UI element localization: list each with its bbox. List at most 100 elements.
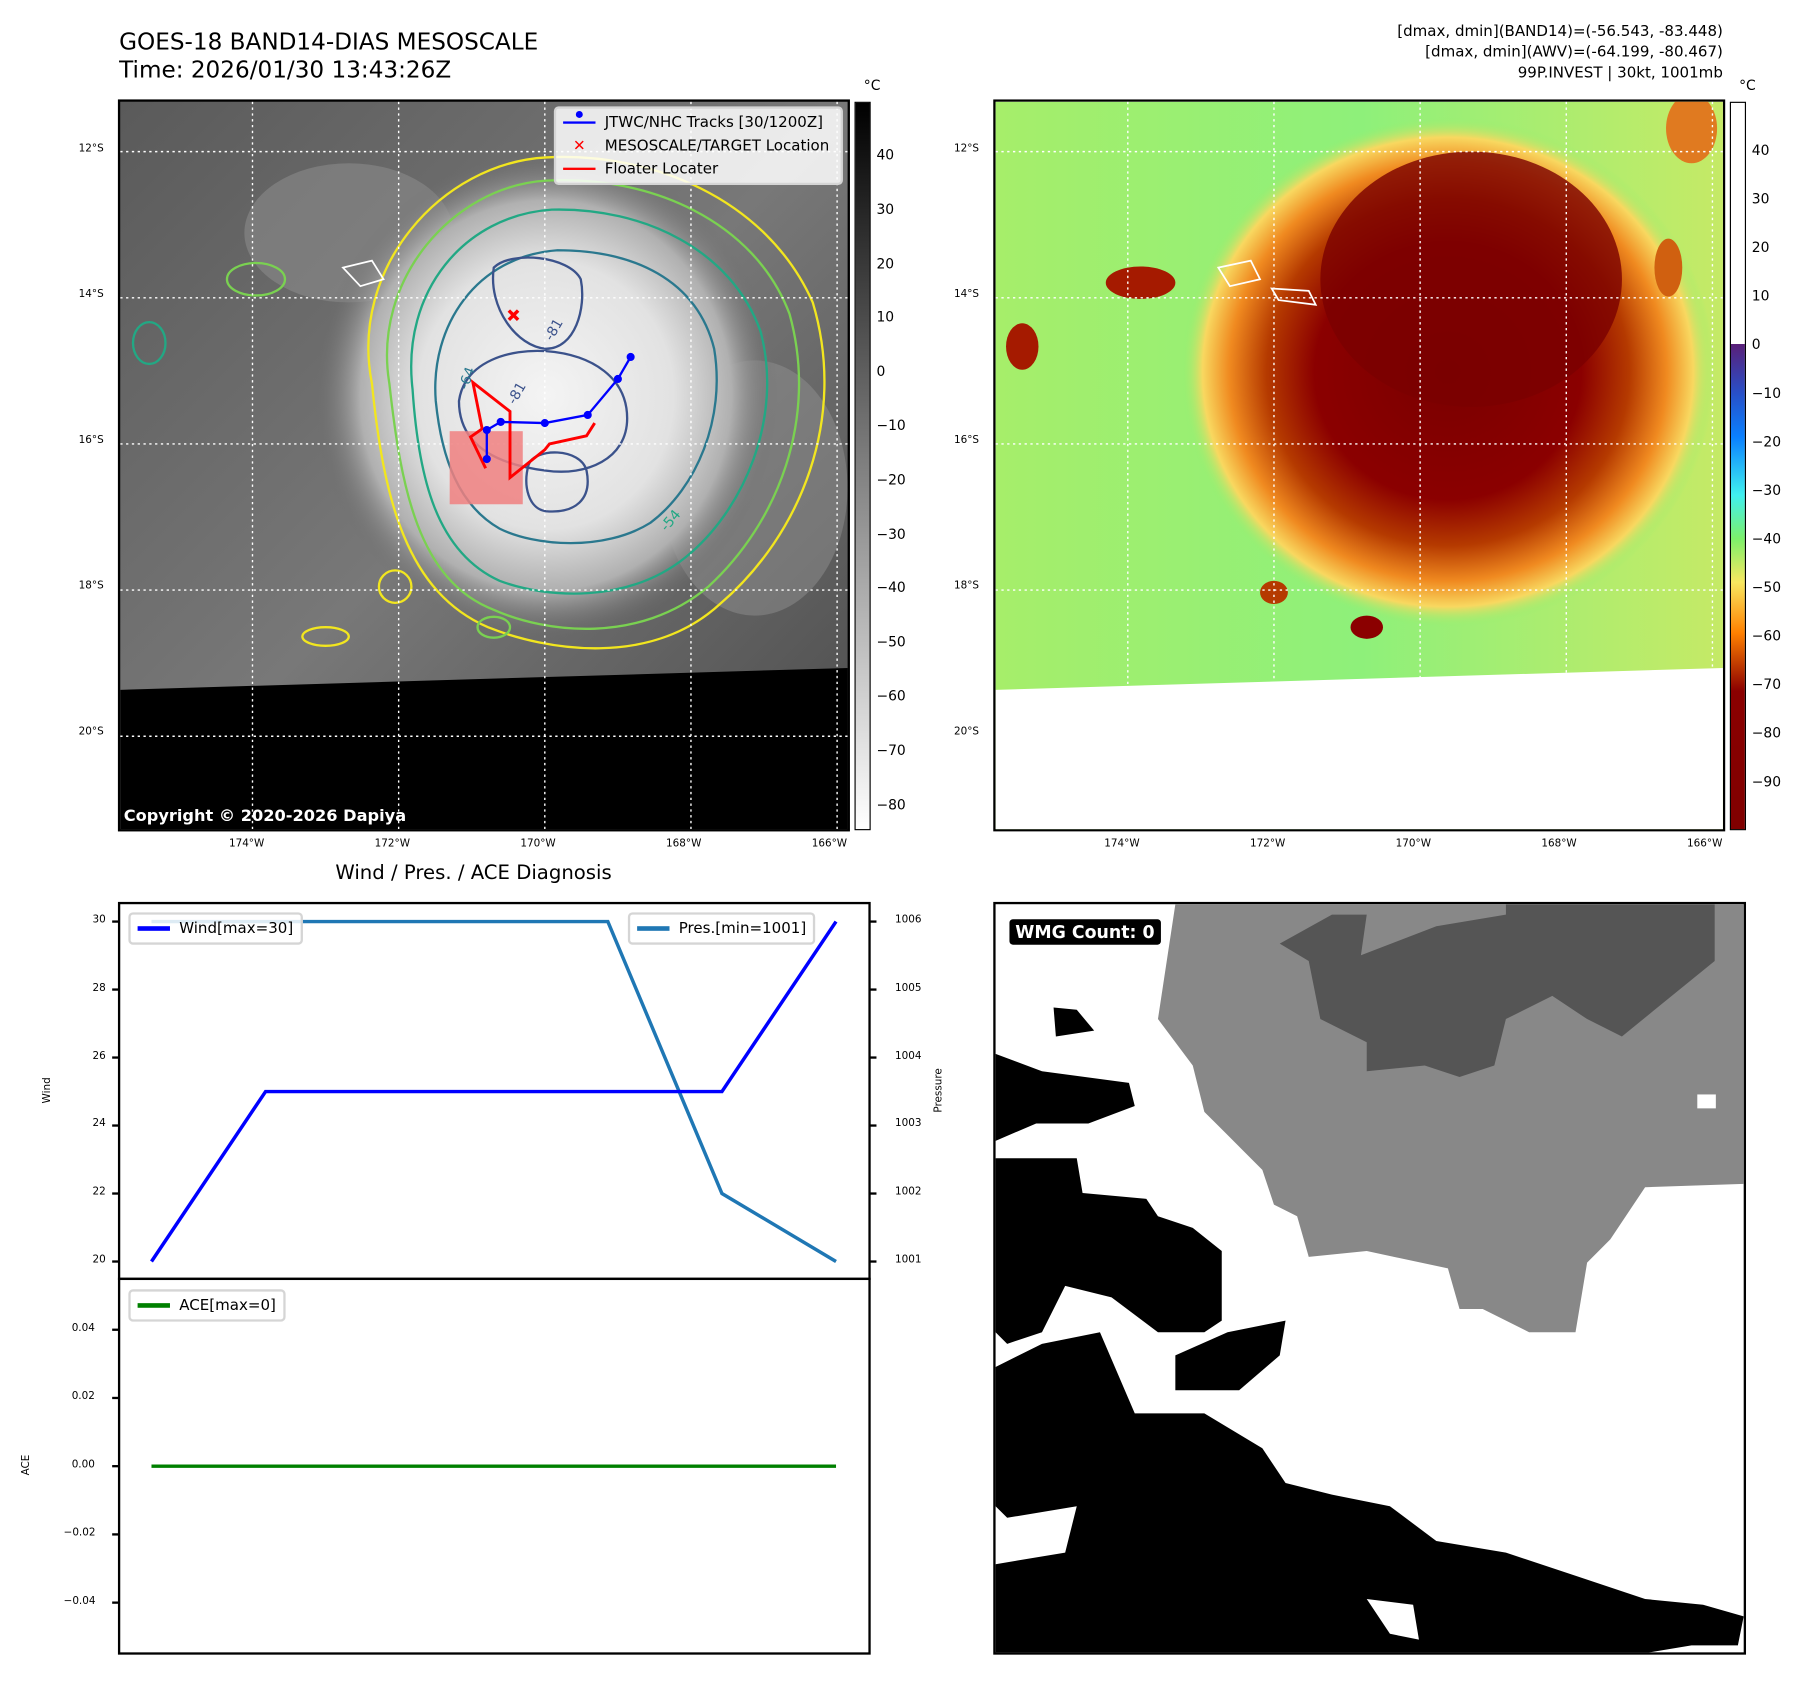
figure-time: Time: 2026/01/30 13:43:26Z: [119, 55, 452, 84]
lat-label-left: 16°S: [78, 434, 104, 447]
ace-tick-label: −0.02: [63, 1527, 96, 1540]
pressure-tick-label: 1001: [894, 1254, 922, 1267]
wind-tick-label: 26: [92, 1050, 106, 1063]
lon-label-left: 174°W: [228, 838, 265, 850]
colorbar-right-tick: 20: [1751, 239, 1770, 256]
colorbar-left-tick: −30: [876, 525, 906, 542]
pressure-legend-label: Pres.[min=1001]: [678, 919, 807, 938]
lon-label-right: 170°W: [1395, 838, 1432, 850]
ir-map[interactable]: -64 -81 -54 -81 Copyright © 2020-2026 Da…: [117, 99, 850, 832]
colorbar-left-tick: −10: [876, 417, 906, 434]
ir-map-image: [120, 101, 848, 830]
colorbar-right-tick: 0: [1751, 336, 1761, 353]
wind-pressure-axes: [117, 901, 871, 1281]
colorbar-left-tick: 10: [876, 309, 895, 326]
legend-tracks-label: JTWC/NHC Tracks [30/1200Z]: [604, 113, 824, 132]
colorbar-left-tick: −40: [876, 579, 906, 596]
colorbar-right-tick: −40: [1751, 530, 1782, 547]
lat-label-left: 20°S: [78, 726, 104, 738]
legend-tracks: JTWC/NHC Tracks [30/1200Z]: [556, 110, 840, 134]
colorbar-left-tick: 20: [876, 255, 895, 272]
colorbar-left-tick: 30: [876, 200, 895, 218]
lon-label-left: 168°W: [666, 838, 702, 850]
colorbar-right-unit: °C: [1739, 77, 1756, 94]
wind-legend: Wind[max=30]: [128, 912, 303, 945]
colorbar-left-tick: −80: [876, 796, 906, 813]
legend-target: ✕ MESOSCALE/TARGET Location: [556, 134, 840, 157]
chart-title: Wind / Pres. / ACE Diagnosis: [335, 861, 612, 885]
colorbar-left-tick: −50: [876, 633, 906, 651]
pressure-tick-label: 1003: [894, 1118, 922, 1131]
ace-tick-label: 0.00: [71, 1459, 95, 1471]
target-marker: [507, 309, 520, 322]
wind-tick-label: 20: [92, 1254, 106, 1267]
pressure-legend: Pres.[min=1001]: [627, 912, 816, 945]
colorbar-left-tick: −20: [876, 471, 906, 488]
info-band14: [dmax, dmin](BAND14)=(-56.543, -83.448): [1397, 23, 1723, 41]
colorbar-right-tick: −50: [1751, 579, 1782, 596]
map-legend: JTWC/NHC Tracks [30/1200Z] ✕ MESOSCALE/TA…: [553, 106, 843, 186]
awv-map[interactable]: [993, 99, 1726, 832]
legend-floater-label: Floater Locater: [604, 160, 719, 178]
legend-floater: Floater Locater: [556, 157, 840, 180]
lon-label-left: 170°W: [520, 838, 556, 850]
wind-tick-label: 28: [92, 982, 106, 995]
ace-axis-label: ACE: [20, 1454, 33, 1476]
colorbar-right-tick: 40: [1751, 142, 1770, 159]
wind-axis-label: Wind: [41, 1077, 54, 1104]
track-points: [482, 352, 635, 464]
colorbar-right-tick: 30: [1751, 190, 1770, 207]
wind-tick-label: 24: [92, 1118, 106, 1131]
floater-path: [468, 378, 596, 481]
lat-label-right: 18°S: [953, 580, 980, 593]
lat-label-left: 18°S: [78, 580, 104, 593]
colorbar-right-tick: −80: [1751, 725, 1782, 742]
ace-tick-label: 0.02: [71, 1391, 95, 1403]
colorbar-right-tick: −30: [1751, 482, 1782, 499]
wind-tick-label: 22: [92, 1186, 106, 1199]
colorbar-right: [1729, 101, 1747, 831]
colorbar-left-unit: °C: [863, 77, 881, 94]
lat-label-right: 12°S: [953, 143, 980, 155]
colorbar-right-tick: −10: [1751, 385, 1782, 402]
colorbar-left-tick: 0: [876, 363, 886, 380]
wmg-mask: [995, 904, 1744, 1653]
colorbar-right-tick: −20: [1751, 433, 1782, 450]
lat-label-left: 14°S: [78, 289, 104, 301]
ace-axes: [117, 1277, 871, 1655]
wind-tick-label: 30: [92, 914, 106, 927]
colorbar-left-tick: 40: [876, 146, 895, 164]
lat-label-right: 14°S: [953, 289, 980, 301]
colorbar-right-tick: −70: [1751, 676, 1782, 693]
ace-tick-label: −0.04: [63, 1595, 96, 1608]
ace-legend-label: ACE[max=0]: [179, 1296, 276, 1315]
colorbar-right-tick: −90: [1751, 773, 1782, 790]
ace-legend: ACE[max=0]: [128, 1289, 286, 1322]
x-marker-icon: ✕: [573, 137, 586, 155]
info-awv: [dmax, dmin](AWV)=(-64.199, -80.467): [1425, 43, 1723, 62]
lon-label-left: 172°W: [374, 838, 410, 850]
pressure-tick-label: 1005: [894, 982, 922, 995]
lat-label-left: 12°S: [78, 143, 104, 155]
colorbar-left-tick: −60: [876, 687, 906, 705]
wmg-count-badge: WMG Count: 0: [1009, 919, 1161, 945]
wind-legend-label: Wind[max=30]: [179, 919, 294, 938]
info-storm: 99P.INVEST | 30kt, 1001mb: [1517, 64, 1723, 83]
awv-map-image: [995, 101, 1723, 830]
lat-label-right: 16°S: [953, 434, 980, 447]
pressure-axis-label: Pressure: [933, 1068, 945, 1113]
wmg-panel: WMG Count: 0: [993, 901, 1747, 1655]
pressure-tick-label: 1004: [894, 1050, 922, 1063]
pressure-tick-label: 1006: [894, 914, 922, 927]
lon-label-right: 168°W: [1541, 838, 1577, 850]
lat-label-right: 20°S: [953, 726, 980, 738]
figure-title: GOES-18 BAND14-DIAS MESOSCALE: [119, 27, 539, 56]
lon-label-left: 166°W: [811, 838, 848, 850]
ace-tick-label: 0.04: [71, 1322, 95, 1335]
legend-target-label: MESOSCALE/TARGET Location: [604, 137, 830, 155]
copyright: Copyright © 2020-2026 Dapiya: [123, 807, 407, 826]
lon-label-right: 174°W: [1104, 838, 1140, 850]
colorbar-left: [854, 101, 871, 831]
colorbar-right-tick: 10: [1751, 287, 1770, 305]
